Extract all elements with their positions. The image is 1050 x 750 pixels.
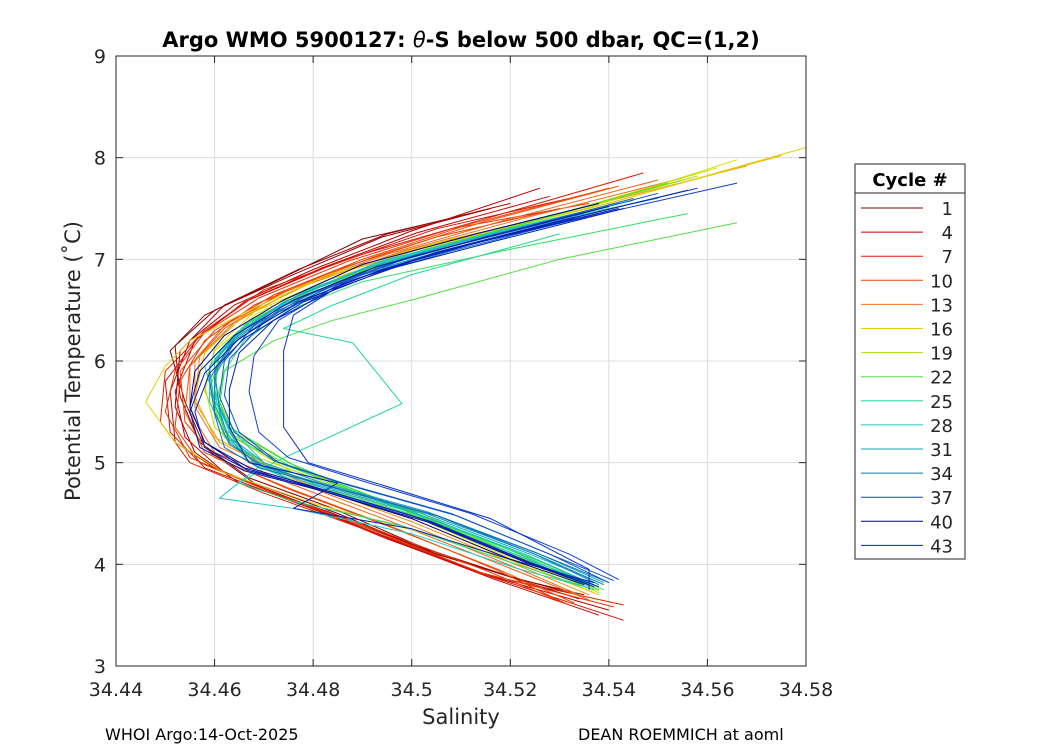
legend-label-28: 28 xyxy=(930,416,953,437)
y-tick-label: 8 xyxy=(94,148,106,170)
x-tick-label: 34.48 xyxy=(286,679,340,701)
footer-right: DEAN ROEMMICH at aoml xyxy=(578,725,784,744)
series-line-cycle-36 xyxy=(223,192,659,582)
legend-label-40: 40 xyxy=(930,512,953,533)
x-tick-label: 34.44 xyxy=(89,679,143,701)
legend-label-31: 31 xyxy=(930,440,953,461)
x-axis-ticks: 34.44 34.46 34.48 34.5 34.52 34.54 34.56 34.58 xyxy=(89,56,833,701)
series-line-cycle-12 xyxy=(189,179,659,601)
legend-label-16: 16 xyxy=(930,320,953,341)
legend-label-34: 34 xyxy=(930,464,953,485)
legend-label-22: 22 xyxy=(930,368,953,389)
series-line-cycle-8 xyxy=(164,202,614,608)
legend-label-4: 4 xyxy=(942,223,953,244)
legend-title: Cycle # xyxy=(872,170,947,191)
series-line-cycle-13 xyxy=(194,177,683,598)
y-tick-label: 9 xyxy=(94,46,106,68)
data-series xyxy=(145,147,806,621)
y-tick-label: 7 xyxy=(94,249,106,271)
x-tick-label: 34.5 xyxy=(391,679,433,701)
chart-title: Argo WMO 5900127: θ-S below 500 dbar, QC… xyxy=(162,28,759,52)
x-tick-label: 34.54 xyxy=(582,679,636,701)
x-tick-label: 34.56 xyxy=(680,679,734,701)
legend-label-25: 25 xyxy=(930,392,953,413)
y-axis-ticks: 3 4 5 6 7 8 9 xyxy=(94,46,806,678)
y-tick-label: 6 xyxy=(94,351,106,373)
series-line-cycle-16 xyxy=(145,147,806,596)
legend: Cycle # 1 4 7 10 13 16 19 22 25 28 31 34 37 40 43 xyxy=(854,163,966,560)
footer-left: WHOI Argo:14-Oct-2025 xyxy=(105,725,299,744)
title-theta: θ xyxy=(413,28,426,52)
x-tick-label: 34.52 xyxy=(483,679,537,701)
y-axis-label: Potential Temperature (˚C) xyxy=(61,221,85,501)
y-tick-label: 5 xyxy=(94,453,106,475)
y-tick-label: 4 xyxy=(94,554,106,576)
series-line-cycle-3 xyxy=(174,202,580,600)
legend-box xyxy=(854,163,966,560)
series-line-cycle-5 xyxy=(174,195,600,616)
y-tick-label: 3 xyxy=(94,656,106,678)
title-part: -S below 500 dbar, QC=(1,2) xyxy=(426,28,760,52)
series-line-cycle-11 xyxy=(184,185,619,604)
series-line-cycle-28 xyxy=(204,206,610,588)
legend-items: 1 4 7 10 13 16 19 22 25 28 31 34 37 40 43 xyxy=(861,199,953,557)
x-tick-label: 34.58 xyxy=(779,679,833,701)
x-axis-label: Salinity xyxy=(422,705,500,729)
legend-label-1: 1 xyxy=(942,199,953,220)
legend-label-7: 7 xyxy=(942,247,953,268)
legend-label-19: 19 xyxy=(930,344,953,365)
series-line-cycle-38 xyxy=(283,187,698,590)
legend-label-37: 37 xyxy=(930,488,953,509)
series-line-cycle-7 xyxy=(159,172,644,606)
legend-label-10: 10 xyxy=(930,271,953,292)
series-line-cycle-42 xyxy=(189,208,619,588)
legend-label-13: 13 xyxy=(930,295,953,316)
series-line-cycle-29 xyxy=(209,208,600,586)
x-tick-label: 34.46 xyxy=(187,679,241,701)
series-line-cycle-43 xyxy=(194,208,624,588)
legend-label-43: 43 xyxy=(930,536,953,557)
title-part: Argo WMO 5900127: xyxy=(162,28,413,52)
